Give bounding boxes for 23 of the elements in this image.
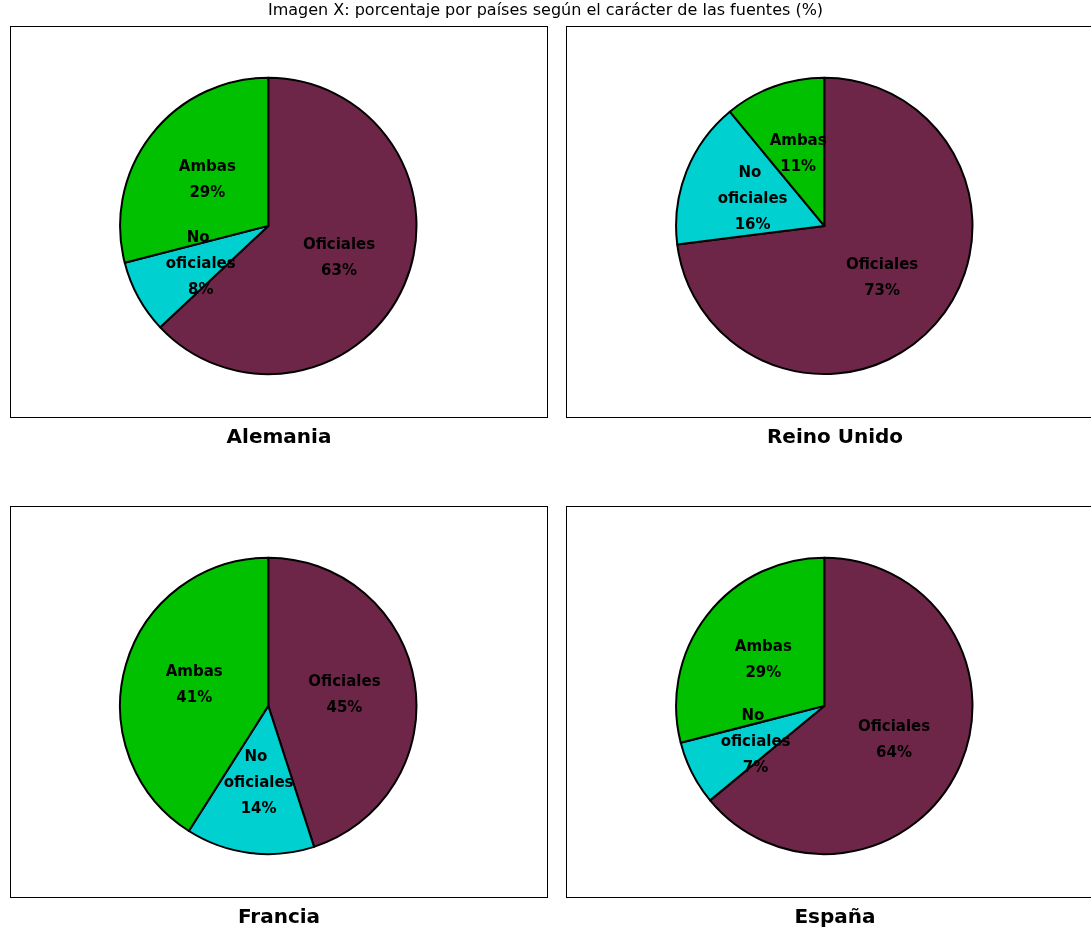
slice-label: Ambas: [734, 636, 792, 655]
text: Imagen X: porcentaje por países según el carácter de las fuentes (%): [266, 0, 825, 20]
data-label: 16%: [734, 214, 771, 233]
data-label: 8%: [187, 280, 214, 299]
data-label: 73%: [864, 280, 901, 299]
text: Francia: [236, 904, 322, 928]
slice-label: Ambas: [165, 662, 223, 681]
data-label: 29%: [189, 182, 226, 201]
data-label: 14%: [240, 799, 277, 818]
data-label: 45%: [326, 697, 363, 716]
slice-label: No oficiales: [223, 747, 294, 792]
data-label: 64%: [876, 742, 912, 761]
text: Alemania: [225, 424, 333, 448]
data-label: 63%: [321, 260, 357, 279]
data-label: 41%: [176, 688, 213, 707]
slice-label: Oficiales: [308, 671, 381, 690]
slice-label: Oficiales: [857, 716, 931, 735]
slice-label: Oficiales: [302, 234, 376, 253]
data-label: 29%: [745, 662, 782, 681]
slice-label: Oficiales: [845, 254, 919, 273]
text: España: [793, 904, 877, 928]
text: Reino Unido: [765, 424, 905, 448]
slice-label: Ambas: [178, 156, 236, 175]
